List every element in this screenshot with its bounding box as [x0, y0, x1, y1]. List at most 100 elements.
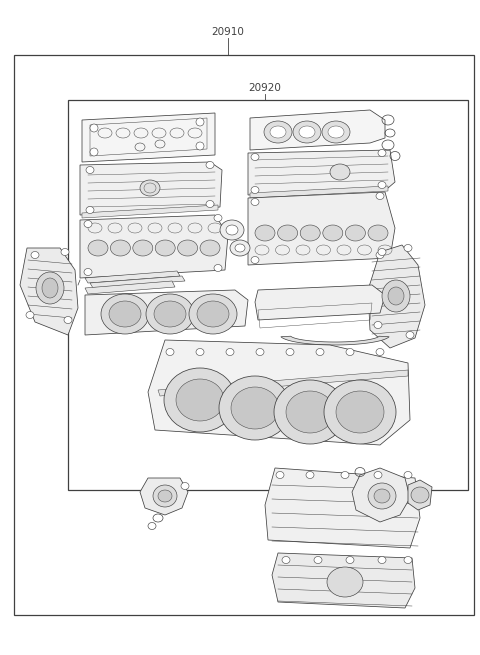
Ellipse shape: [306, 472, 314, 479]
Ellipse shape: [336, 391, 384, 433]
Ellipse shape: [42, 278, 58, 298]
Ellipse shape: [219, 376, 291, 440]
Ellipse shape: [109, 301, 141, 327]
Ellipse shape: [346, 225, 365, 241]
Ellipse shape: [206, 162, 214, 168]
Ellipse shape: [155, 240, 175, 256]
Ellipse shape: [214, 214, 222, 221]
Ellipse shape: [31, 252, 39, 259]
Ellipse shape: [286, 348, 294, 356]
Ellipse shape: [300, 225, 320, 241]
Ellipse shape: [181, 483, 189, 489]
Ellipse shape: [255, 225, 275, 241]
Ellipse shape: [322, 121, 350, 143]
Ellipse shape: [368, 483, 396, 509]
Ellipse shape: [276, 472, 284, 479]
Polygon shape: [80, 162, 222, 215]
Ellipse shape: [328, 126, 344, 138]
Ellipse shape: [206, 200, 214, 208]
Ellipse shape: [378, 557, 386, 563]
Polygon shape: [255, 285, 385, 320]
Ellipse shape: [274, 380, 346, 444]
Polygon shape: [82, 205, 218, 218]
Polygon shape: [250, 186, 388, 198]
Ellipse shape: [251, 187, 259, 193]
Ellipse shape: [226, 225, 238, 235]
Ellipse shape: [406, 331, 414, 339]
Polygon shape: [140, 478, 188, 515]
Ellipse shape: [264, 121, 292, 143]
Ellipse shape: [90, 124, 98, 132]
Ellipse shape: [316, 348, 324, 356]
Ellipse shape: [376, 193, 384, 200]
Ellipse shape: [101, 294, 149, 334]
Ellipse shape: [110, 240, 131, 256]
Ellipse shape: [214, 265, 222, 272]
Ellipse shape: [230, 240, 250, 256]
Ellipse shape: [368, 225, 388, 241]
Ellipse shape: [251, 153, 259, 160]
Ellipse shape: [84, 269, 92, 276]
Ellipse shape: [61, 248, 69, 255]
Polygon shape: [90, 276, 185, 288]
Ellipse shape: [323, 225, 343, 241]
Ellipse shape: [176, 379, 224, 421]
Ellipse shape: [196, 118, 204, 126]
Ellipse shape: [146, 294, 194, 334]
Ellipse shape: [178, 240, 198, 256]
Ellipse shape: [164, 368, 236, 432]
Ellipse shape: [378, 181, 386, 189]
Polygon shape: [352, 468, 410, 522]
Ellipse shape: [286, 391, 334, 433]
Ellipse shape: [378, 149, 386, 157]
Ellipse shape: [251, 198, 259, 206]
Polygon shape: [265, 468, 420, 548]
Ellipse shape: [376, 348, 384, 356]
Ellipse shape: [226, 348, 234, 356]
Polygon shape: [408, 480, 432, 510]
Text: 20910: 20910: [212, 27, 244, 37]
Ellipse shape: [293, 121, 321, 143]
Polygon shape: [85, 290, 248, 335]
Polygon shape: [85, 281, 175, 294]
Ellipse shape: [346, 557, 354, 563]
Ellipse shape: [277, 225, 298, 241]
Ellipse shape: [378, 248, 386, 255]
Polygon shape: [80, 215, 228, 278]
Ellipse shape: [235, 244, 245, 252]
Ellipse shape: [200, 240, 220, 256]
Ellipse shape: [327, 567, 363, 597]
Ellipse shape: [270, 126, 286, 138]
Ellipse shape: [256, 348, 264, 356]
Ellipse shape: [36, 272, 64, 304]
Polygon shape: [368, 245, 425, 348]
Polygon shape: [250, 110, 385, 150]
Polygon shape: [148, 340, 410, 445]
Polygon shape: [85, 271, 180, 283]
Ellipse shape: [153, 485, 177, 507]
Ellipse shape: [374, 489, 390, 503]
Ellipse shape: [324, 380, 396, 444]
Ellipse shape: [374, 322, 382, 329]
Ellipse shape: [26, 312, 34, 318]
Ellipse shape: [404, 244, 412, 252]
Polygon shape: [248, 150, 395, 195]
Polygon shape: [272, 553, 415, 608]
Ellipse shape: [154, 301, 186, 327]
Bar: [14, 55, 474, 615]
Polygon shape: [82, 113, 215, 162]
Ellipse shape: [314, 557, 322, 563]
Ellipse shape: [86, 166, 94, 174]
Ellipse shape: [189, 294, 237, 334]
Polygon shape: [281, 336, 389, 345]
Ellipse shape: [382, 280, 410, 312]
Ellipse shape: [196, 142, 204, 150]
Ellipse shape: [282, 557, 290, 563]
Ellipse shape: [404, 472, 412, 479]
Ellipse shape: [133, 240, 153, 256]
Ellipse shape: [346, 348, 354, 356]
Ellipse shape: [88, 240, 108, 256]
Ellipse shape: [64, 316, 72, 324]
Ellipse shape: [341, 472, 349, 479]
Ellipse shape: [299, 126, 315, 138]
